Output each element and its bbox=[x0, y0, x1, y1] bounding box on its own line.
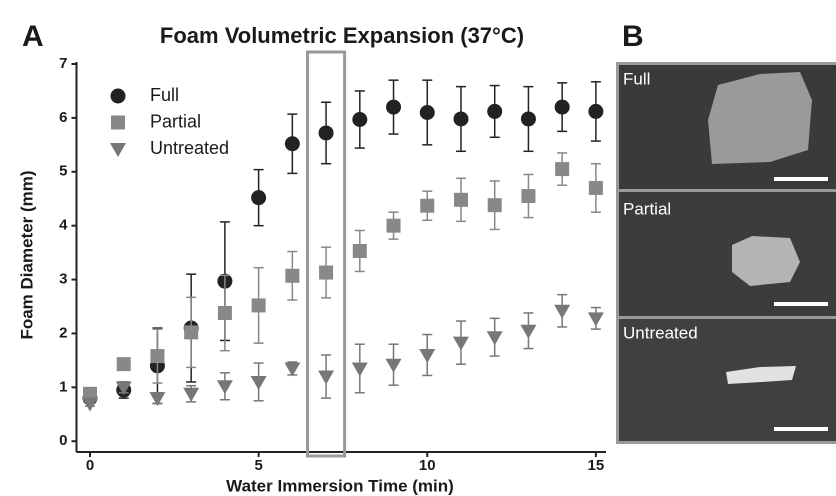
y-tick-label: 6 bbox=[59, 109, 67, 126]
marker bbox=[352, 243, 367, 258]
marker bbox=[520, 324, 537, 339]
marker bbox=[452, 336, 469, 351]
marker bbox=[150, 349, 165, 364]
marker bbox=[284, 136, 300, 152]
photo-panel: Full Partial Untreated bbox=[616, 62, 836, 444]
marker bbox=[318, 370, 335, 385]
y-axis-label: Foam Diameter (mm) bbox=[17, 170, 36, 339]
photo-label: Partial bbox=[623, 199, 671, 218]
marker bbox=[385, 358, 402, 373]
legend-label: Partial bbox=[150, 111, 201, 131]
marker bbox=[487, 103, 503, 119]
marker bbox=[352, 112, 368, 128]
marker bbox=[351, 362, 368, 377]
y-tick-label: 5 bbox=[59, 163, 67, 180]
legend-marker bbox=[110, 88, 126, 104]
chart-title: Foam Volumetric Expansion (37°C) bbox=[160, 23, 524, 48]
y-tick-label: 2 bbox=[59, 324, 67, 341]
marker bbox=[520, 111, 536, 127]
marker bbox=[555, 162, 570, 177]
marker bbox=[318, 125, 334, 141]
marker bbox=[554, 304, 571, 319]
photo-label: Full bbox=[623, 69, 650, 88]
marker bbox=[81, 397, 98, 412]
legend-marker bbox=[111, 115, 125, 130]
marker bbox=[251, 298, 266, 313]
marker bbox=[419, 105, 435, 120]
x-axis-label: Water Immersion Time (min) bbox=[226, 476, 454, 495]
marker bbox=[587, 312, 604, 327]
panel-label: A bbox=[22, 20, 44, 53]
foam-sample bbox=[708, 72, 812, 164]
marker bbox=[554, 99, 570, 115]
marker bbox=[453, 192, 468, 207]
marker bbox=[386, 218, 401, 233]
marker bbox=[386, 99, 402, 115]
y-tick-label: 1 bbox=[59, 378, 67, 395]
y-tick-label: 4 bbox=[59, 217, 68, 234]
x-tick-label: 15 bbox=[588, 457, 605, 474]
marker bbox=[486, 331, 503, 346]
marker bbox=[149, 392, 166, 407]
marker bbox=[217, 305, 232, 320]
marker bbox=[183, 387, 200, 402]
marker bbox=[284, 362, 301, 377]
marker bbox=[116, 357, 131, 372]
photo-label: Untreated bbox=[623, 323, 698, 342]
x-tick-label: 10 bbox=[419, 457, 436, 474]
marker bbox=[588, 103, 604, 119]
marker bbox=[319, 265, 334, 280]
x-tick-label: 0 bbox=[86, 457, 94, 474]
legend-label: Untreated bbox=[150, 138, 229, 158]
y-tick-label: 0 bbox=[59, 432, 67, 449]
legend-marker bbox=[110, 143, 126, 157]
x-tick-label: 5 bbox=[254, 457, 262, 474]
marker bbox=[487, 198, 502, 213]
highlight-box bbox=[306, 50, 347, 458]
marker bbox=[115, 381, 132, 396]
marker bbox=[419, 349, 436, 363]
y-tick-label: 7 bbox=[59, 55, 67, 72]
photo bbox=[619, 192, 836, 316]
y-tick-label: 3 bbox=[59, 271, 67, 288]
legend-label: Full bbox=[150, 85, 179, 105]
panel-label: B bbox=[622, 20, 644, 53]
marker bbox=[184, 325, 199, 340]
marker bbox=[250, 375, 267, 390]
foam-sample bbox=[726, 366, 796, 384]
foam-sample bbox=[732, 236, 800, 286]
marker bbox=[521, 189, 536, 204]
marker bbox=[251, 190, 267, 206]
marker bbox=[82, 386, 97, 401]
marker bbox=[588, 180, 603, 195]
marker bbox=[420, 198, 435, 213]
marker bbox=[453, 111, 469, 127]
marker bbox=[285, 268, 300, 283]
marker bbox=[216, 380, 233, 395]
